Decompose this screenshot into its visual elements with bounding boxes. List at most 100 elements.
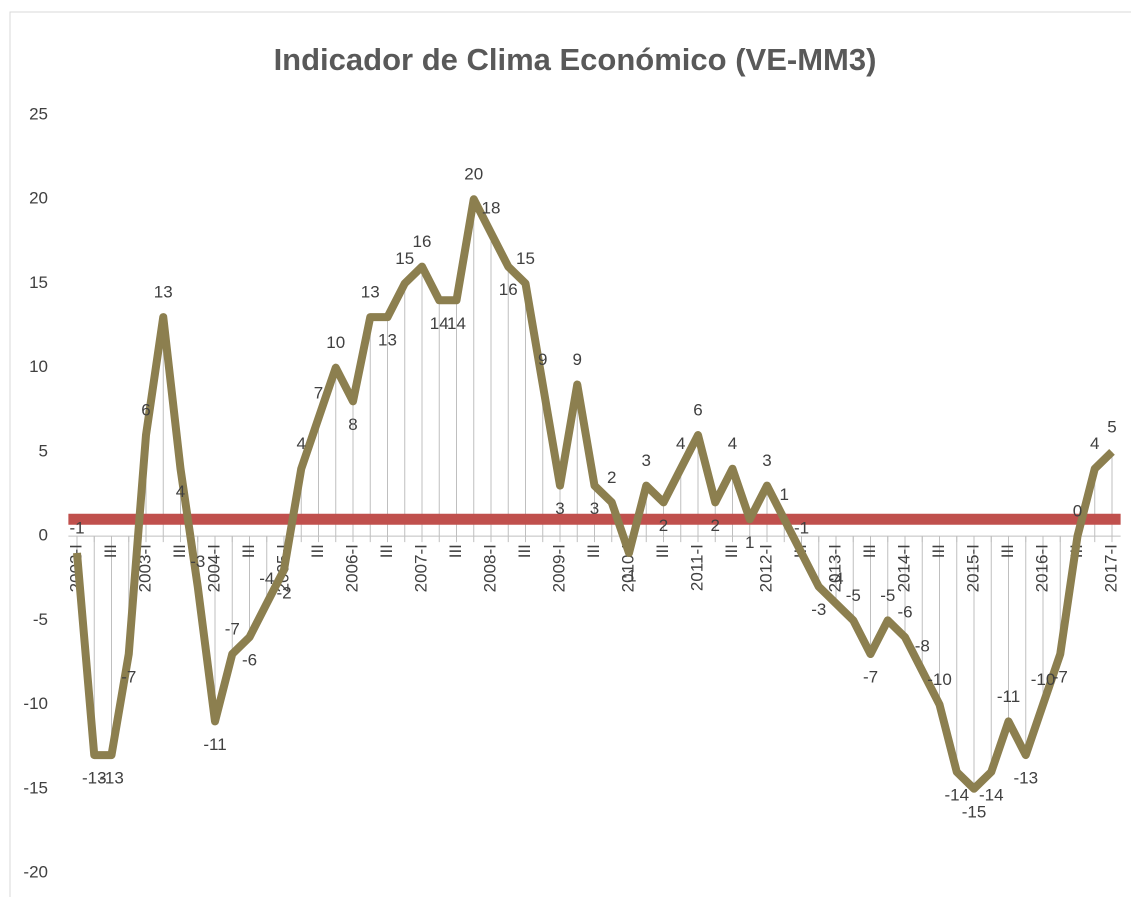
data-label: 4	[176, 482, 185, 501]
data-label: 2	[659, 516, 668, 535]
x-tick-label: 2006-I	[342, 544, 361, 592]
data-label: 5	[1107, 417, 1116, 436]
data-label: 6	[693, 401, 702, 420]
data-label: 2	[607, 468, 616, 487]
data-label: 8	[348, 415, 357, 434]
y-tick-label: 20	[29, 189, 48, 208]
y-tick-label: -15	[23, 778, 48, 797]
x-tick-label: III	[101, 544, 120, 558]
y-tick-label: 10	[29, 357, 48, 376]
data-label: 3	[590, 499, 599, 518]
data-label: 0	[1073, 502, 1082, 521]
data-label: 7	[314, 384, 323, 403]
data-label: -1	[69, 518, 84, 537]
x-tick-label: III	[584, 544, 603, 558]
data-label: -2	[276, 583, 291, 602]
data-label: -5	[880, 586, 895, 605]
data-label: 10	[326, 333, 345, 352]
data-label: 15	[516, 249, 535, 268]
data-label: 13	[154, 283, 173, 302]
data-label: 4	[1090, 434, 1099, 453]
data-label: -10	[927, 670, 952, 689]
data-label: 13	[378, 331, 397, 350]
data-label: 2	[711, 516, 720, 535]
data-label: -7	[863, 668, 878, 687]
data-label: -7	[225, 620, 240, 639]
x-tick-label: 2015-I	[963, 544, 982, 592]
data-label: 3	[762, 451, 771, 470]
data-label: 15	[395, 249, 414, 268]
x-tick-label: 2010-I	[618, 544, 637, 592]
y-tick-label: -20	[23, 862, 48, 881]
x-tick-label: III	[308, 544, 327, 558]
data-label: -8	[915, 636, 930, 655]
data-label: -11	[203, 735, 226, 754]
x-tick-label: III	[929, 544, 948, 558]
data-label: 16	[499, 280, 518, 299]
x-tick-label: III	[860, 544, 879, 558]
data-label: 18	[482, 198, 501, 217]
data-label: 16	[413, 232, 432, 251]
data-label: 9	[573, 350, 582, 369]
x-tick-label: 2014-I	[894, 544, 913, 592]
data-label: -7	[1053, 668, 1068, 687]
x-tick-label: III	[653, 544, 672, 558]
data-label: 6	[141, 401, 150, 420]
x-tick-label: III	[998, 544, 1017, 558]
x-tick-label: 2017-I	[1101, 544, 1120, 592]
y-tick-label: -5	[33, 610, 48, 629]
data-label: 1	[780, 485, 789, 504]
data-label: -1	[794, 518, 809, 537]
data-label: 13	[361, 283, 380, 302]
x-tick-label: 2011-I	[687, 544, 706, 591]
x-tick-label: 2012-I	[756, 544, 775, 592]
data-label: -3	[811, 600, 826, 619]
data-label: -14	[979, 785, 1004, 804]
x-tick-label: 2004-I	[204, 544, 223, 592]
data-label: -7	[121, 668, 136, 687]
data-label: 14	[447, 314, 466, 333]
data-label: 4	[728, 434, 737, 453]
y-tick-label: 5	[39, 441, 48, 460]
x-tick-label: III	[722, 544, 741, 558]
data-label: -13	[82, 769, 107, 788]
data-label: -1	[621, 566, 636, 585]
data-label: -14	[944, 785, 969, 804]
chart-title: Indicador de Clima Económico (VE-MM3)	[274, 42, 877, 77]
chart-border	[9, 11, 1131, 902]
data-label: -15	[962, 802, 987, 821]
line-series	[73, 195, 1115, 793]
x-tick-label: III	[377, 544, 396, 558]
x-tick-label: III	[239, 544, 258, 558]
data-label: -5	[846, 586, 861, 605]
data-label: -4	[259, 569, 274, 588]
data-label: -6	[242, 651, 257, 670]
data-label: -13	[99, 769, 124, 788]
x-tick-label: 2008-I	[480, 544, 499, 592]
data-label: 14	[430, 314, 449, 333]
data-label: -3	[190, 552, 205, 571]
y-tick-label: -10	[23, 694, 48, 713]
data-label: -4	[828, 569, 843, 588]
data-label: -6	[897, 603, 912, 622]
x-tick-label: 2016-I	[1032, 544, 1051, 592]
data-label: 3	[642, 451, 651, 470]
data-label: 4	[297, 434, 306, 453]
y-tick-label: 15	[29, 273, 48, 292]
data-label: 3	[555, 499, 564, 518]
x-tick-label: III	[446, 544, 465, 558]
x-tick-label: 2007-I	[411, 544, 430, 592]
data-label: -13	[1013, 769, 1038, 788]
data-label: -10	[1031, 670, 1056, 689]
data-label: -11	[997, 687, 1020, 706]
data-label: 4	[676, 434, 685, 453]
data-label: 9	[538, 350, 547, 369]
x-tick-label: III	[170, 544, 189, 558]
x-tick-label: 2009-I	[549, 544, 568, 592]
y-tick-label: 0	[39, 526, 48, 545]
x-tick-label: 2013-I	[825, 544, 844, 592]
data-label: 20	[464, 165, 483, 184]
x-tick-label: III	[515, 544, 534, 558]
data-label: 1	[745, 533, 754, 552]
